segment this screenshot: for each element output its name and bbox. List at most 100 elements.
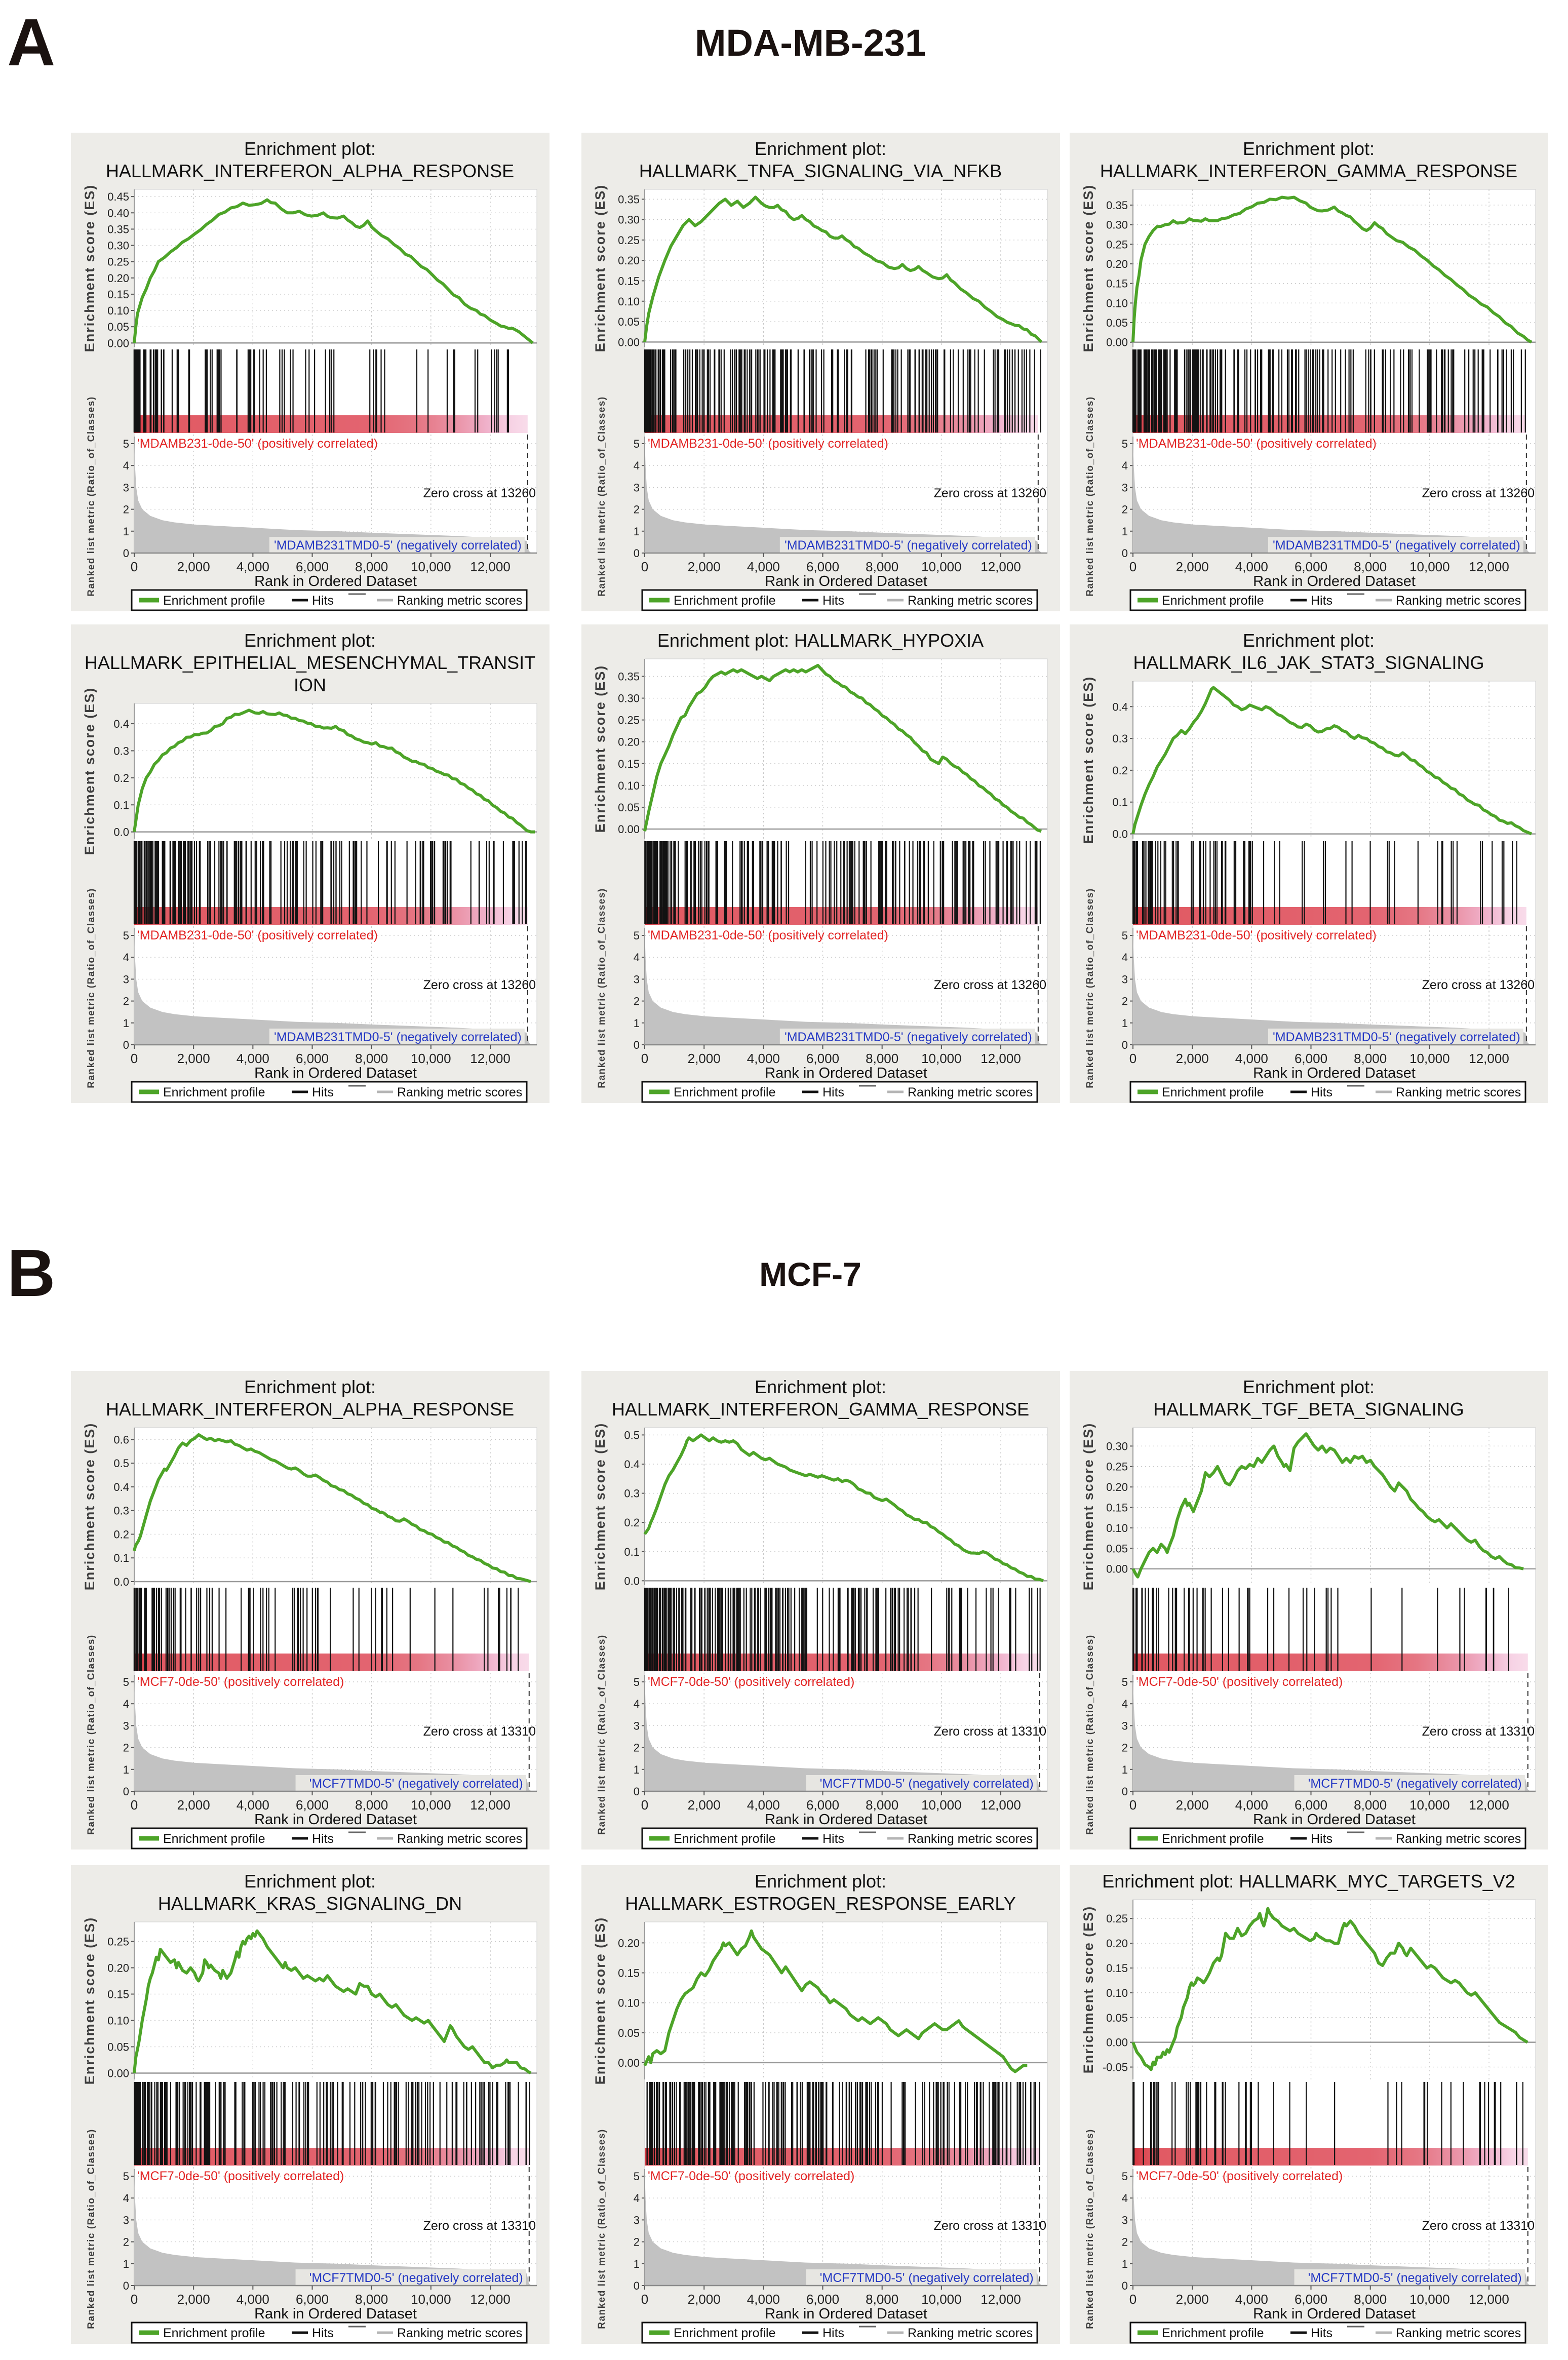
- legend-box: [641, 589, 1038, 611]
- es-tick-label: 0.25: [618, 714, 640, 727]
- metric-tick-label: 0: [123, 1039, 129, 1051]
- legend-box: [1129, 589, 1526, 611]
- metric-tick-label: 1: [634, 2258, 640, 2270]
- plot-title-line: HALLMARK_ESTROGEN_RESPONSE_EARLY: [625, 1893, 1016, 1914]
- es-tick-label: 0.5: [113, 1457, 129, 1470]
- plot-title-line: Enrichment plot: HALLMARK_HYPOXIA: [657, 630, 984, 651]
- metric-tick-label: 2: [123, 503, 129, 516]
- metric-tick-label: 3: [123, 973, 129, 986]
- legend-ranking-label: Ranking metric scores: [397, 1085, 522, 1099]
- x-axis-title: Rank in Ordered Dataset: [765, 2306, 927, 2322]
- es-tick-label: 0.05: [1106, 1542, 1128, 1555]
- plot-title-line: HALLMARK_KRAS_SIGNALING_DN: [158, 1893, 462, 1914]
- x-tick-label: 12,000: [981, 559, 1021, 574]
- metric-tick-label: 3: [1122, 1719, 1128, 1732]
- zero-cross-label: Zero cross at 13260: [934, 486, 1046, 500]
- legend-enrichment-label: Enrichment profile: [163, 594, 265, 608]
- x-tick-label: 4,000: [747, 2292, 780, 2307]
- zero-cross-label: Zero cross at 13310: [1422, 1724, 1535, 1739]
- legend-enrichment-label: Enrichment profile: [674, 1085, 775, 1099]
- x-tick-label: 8,000: [866, 1797, 898, 1813]
- es-axis-title: Enrichment score (ES): [593, 184, 608, 352]
- gsea-plot-hallmark-tnfa-signaling-via-nfkb: Enrichment plot: HALLMARK_TNFA_SIGNALING_…: [581, 133, 1060, 611]
- metric-tick-label: 5: [1122, 438, 1128, 450]
- x-tick-label: 12,000: [470, 559, 511, 574]
- metric-tick-label: 4: [634, 1698, 640, 1710]
- metric-axis-title: Ranked list metric (Ratio_of_Classes): [597, 396, 607, 597]
- metric-axis-title: Ranked list metric (Ratio_of_Classes): [86, 2129, 97, 2329]
- x-tick-label: 10,000: [411, 559, 451, 574]
- legend-enrichment-label: Enrichment profile: [674, 594, 775, 608]
- metric-tick-label: 0: [634, 547, 640, 560]
- x-tick-label: 4,000: [747, 1797, 780, 1813]
- metric-tick-label: 5: [123, 1676, 129, 1688]
- es-tick-label: 0.4: [1112, 700, 1128, 713]
- es-tick-label: 0.30: [618, 214, 640, 226]
- panel-a-label: A: [7, 5, 56, 80]
- es-tick-label: 0.20: [618, 1937, 640, 1949]
- metric-tick-label: 4: [1122, 1698, 1128, 1710]
- es-tick-label: 0.3: [113, 744, 129, 757]
- x-tick-label: 2,000: [177, 1051, 210, 1066]
- metric-tick-label: 3: [1122, 973, 1128, 986]
- gsea-plot-svg: Enrichment plot:HALLMARK_TGF_BETA_SIGNAL…: [1070, 1371, 1548, 1850]
- gsea-plot-svg: Enrichment plot: HALLMARK_MYC_TARGETS_V2…: [1070, 1865, 1548, 2344]
- enrichment-profile-curve: [643, 1433, 1044, 1583]
- metric-axis-title: Ranked list metric (Ratio_of_Classes): [86, 888, 97, 1088]
- x-tick-label: 4,000: [237, 2292, 269, 2307]
- negative-class-label-bg: [779, 1029, 1035, 1046]
- metric-tick-label: 5: [634, 2170, 640, 2183]
- metric-tick-label: 1: [1122, 1017, 1128, 1030]
- metric-tick-label: 3: [1122, 2214, 1128, 2226]
- es-tick-label: 0.05: [107, 2041, 129, 2054]
- negative-class-label-bg: [1294, 2269, 1525, 2287]
- es-tick-label: 0.30: [1106, 1440, 1128, 1452]
- metric-tick-label: 1: [634, 525, 640, 538]
- negative-class-label: 'MCF7TMD0-5' (negatively correlated): [309, 2271, 523, 2285]
- legend-hits-label: Hits: [312, 2326, 334, 2340]
- x-tick-label: 10,000: [1409, 1051, 1450, 1066]
- metric-tick-label: 4: [123, 459, 129, 472]
- gsea-plot-svg: Enrichment plot:HALLMARK_KRAS_SIGNALING_…: [71, 1865, 550, 2344]
- es-tick-label: 0.35: [107, 223, 129, 235]
- legend-ranking-label: Ranking metric scores: [908, 2326, 1033, 2340]
- es-axis-title: Enrichment score (ES): [1081, 184, 1096, 352]
- es-tick-label: 0.00: [618, 823, 640, 836]
- x-tick-label: 0: [1129, 2292, 1136, 2307]
- metric-tick-label: 0: [1122, 1039, 1128, 1051]
- es-tick-label: 0.3: [624, 1487, 640, 1500]
- gsea-plot-svg: Enrichment plot: HALLMARK_HYPOXIA 0.00 0.0…: [581, 624, 1060, 1103]
- chart-area: [645, 189, 1047, 553]
- plot-title-line: Enrichment plot:: [755, 1871, 886, 1892]
- panel-b-cell-line: MCF-7: [759, 1255, 861, 1293]
- zero-cross-label: Zero cross at 13310: [423, 2219, 536, 2233]
- metric-tick-label: 5: [1122, 929, 1128, 942]
- es-tick-label: 0.20: [618, 736, 640, 749]
- x-tick-label: 10,000: [921, 2292, 962, 2307]
- es-tick-label: 0.2: [624, 1516, 640, 1529]
- plot-title-line: Enrichment plot:: [244, 138, 376, 159]
- x-tick-label: 0: [131, 1797, 138, 1813]
- legend-enrichment-label: Enrichment profile: [674, 2326, 775, 2340]
- metric-tick-label: 1: [123, 2258, 129, 2270]
- metric-tick-label: 1: [123, 1763, 129, 1776]
- es-axis-title: Enrichment score (ES): [82, 1423, 97, 1591]
- metric-tick-label: 3: [123, 1719, 129, 1732]
- x-tick-label: 12,000: [470, 1797, 511, 1813]
- es-tick-label: 0.2: [113, 1528, 129, 1541]
- negative-class-label: 'MDAMB231TMD0-5' (negatively correlated): [274, 538, 522, 553]
- gsea-plot-svg: Enrichment plot:HALLMARK_INTERFERON_GAMM…: [1070, 133, 1548, 611]
- x-tick-label: 4,000: [237, 1051, 269, 1066]
- chart-area: [134, 189, 537, 553]
- es-tick-label: 0.0: [624, 1575, 640, 1587]
- x-tick-label: 10,000: [411, 2292, 451, 2307]
- plot-title-line: HALLMARK_INTERFERON_ALPHA_RESPONSE: [106, 161, 514, 181]
- es-axis-title: Enrichment score (ES): [82, 687, 97, 855]
- plot-title-line: Enrichment plot:: [755, 1376, 886, 1397]
- metric-tick-label: 1: [634, 1763, 640, 1776]
- x-tick-label: 6,000: [806, 1051, 839, 1066]
- legend-hits-label: Hits: [1311, 1085, 1332, 1099]
- x-axis-title: Rank in Ordered Dataset: [254, 2306, 417, 2322]
- plot-title-line: Enrichment plot:: [755, 138, 886, 159]
- es-tick-label: 0.15: [107, 288, 129, 301]
